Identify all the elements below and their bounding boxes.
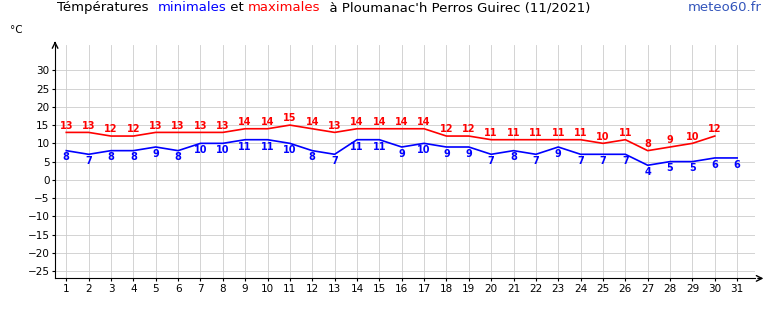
Text: 11: 11 (261, 141, 275, 152)
Text: Témpératures: Témpératures (57, 1, 158, 14)
Text: 14: 14 (239, 117, 252, 127)
Text: 10: 10 (596, 132, 610, 141)
Text: 13: 13 (82, 121, 96, 131)
Text: 14: 14 (395, 117, 409, 127)
Text: 13: 13 (216, 121, 230, 131)
Text: 14: 14 (261, 117, 275, 127)
Text: 9: 9 (465, 149, 472, 159)
Text: 4: 4 (644, 167, 651, 177)
Text: minimales: minimales (158, 1, 226, 14)
Text: maximales: maximales (248, 1, 321, 14)
Text: 14: 14 (373, 117, 386, 127)
Text: 5: 5 (667, 164, 673, 173)
Text: 8: 8 (130, 152, 137, 163)
Text: 10: 10 (216, 145, 230, 155)
Text: 6: 6 (734, 160, 741, 170)
Text: 11: 11 (552, 128, 565, 138)
Text: 14: 14 (350, 117, 363, 127)
Text: 8: 8 (309, 152, 316, 163)
Text: 13: 13 (60, 121, 73, 131)
Text: 12: 12 (462, 124, 476, 134)
Text: 10: 10 (283, 145, 297, 155)
Text: °C: °C (10, 26, 23, 36)
Text: 8: 8 (510, 152, 517, 163)
Text: 8: 8 (108, 152, 115, 163)
Text: 7: 7 (532, 156, 539, 166)
Text: 11: 11 (373, 141, 386, 152)
Text: 12: 12 (440, 124, 453, 134)
Text: 10: 10 (194, 145, 207, 155)
Text: 7: 7 (85, 156, 92, 166)
Text: 7: 7 (600, 156, 607, 166)
Text: 7: 7 (578, 156, 584, 166)
Text: 13: 13 (194, 121, 207, 131)
Text: 14: 14 (418, 117, 431, 127)
Text: 9: 9 (443, 149, 450, 159)
Text: 9: 9 (667, 135, 673, 145)
Text: 6: 6 (711, 160, 718, 170)
Text: 11: 11 (484, 128, 498, 138)
Text: meteo60.fr: meteo60.fr (687, 1, 761, 14)
Text: 9: 9 (555, 149, 562, 159)
Text: 7: 7 (622, 156, 629, 166)
Text: 9: 9 (152, 149, 159, 159)
Text: 11: 11 (506, 128, 520, 138)
Text: 12: 12 (126, 124, 140, 134)
Text: 11: 11 (529, 128, 542, 138)
Text: 7: 7 (488, 156, 494, 166)
Text: 9: 9 (399, 149, 405, 159)
Text: 15: 15 (283, 113, 297, 123)
Text: 13: 13 (171, 121, 185, 131)
Text: 10: 10 (418, 145, 431, 155)
Text: 7: 7 (331, 156, 338, 166)
Text: et: et (226, 1, 248, 14)
Text: 5: 5 (689, 164, 696, 173)
Text: 14: 14 (305, 117, 319, 127)
Text: 11: 11 (574, 128, 588, 138)
Text: 10: 10 (685, 132, 699, 141)
Text: 8: 8 (63, 152, 70, 163)
Text: 13: 13 (149, 121, 162, 131)
Text: 12: 12 (104, 124, 118, 134)
Text: 8: 8 (644, 139, 651, 149)
Text: 11: 11 (350, 141, 363, 152)
Text: 12: 12 (708, 124, 721, 134)
Text: 8: 8 (174, 152, 181, 163)
Text: 11: 11 (239, 141, 252, 152)
Text: 11: 11 (619, 128, 632, 138)
Text: 13: 13 (328, 121, 341, 131)
Text: à Ploumanac'h Perros Guirec (11/2021): à Ploumanac'h Perros Guirec (11/2021) (321, 1, 590, 14)
